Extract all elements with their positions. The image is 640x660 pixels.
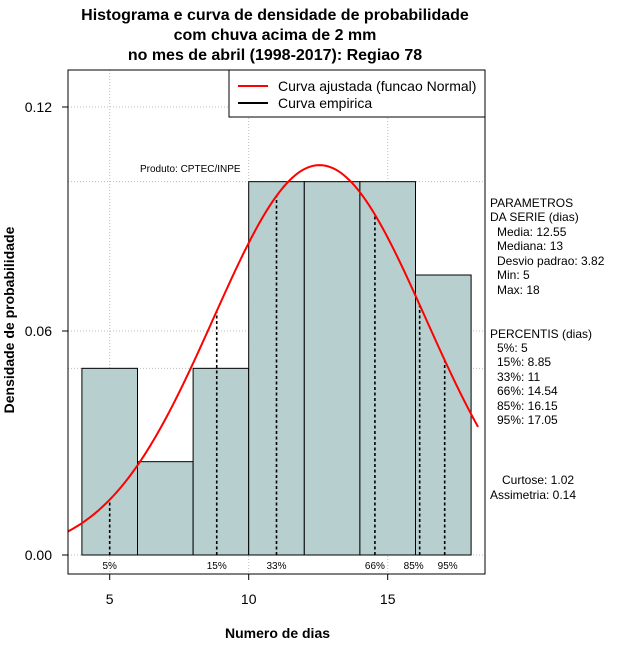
percentile-label-5: 85% [404, 561, 424, 572]
percentil-5: 5%: 5 [497, 341, 528, 355]
y-tick-label-1: 0.00 [25, 547, 52, 563]
chart-title-line-3: no mes de abril (1998-2017): Regiao 78 [127, 47, 423, 64]
stat-assimetria: Assimetria: 0.14 [490, 488, 577, 502]
x-tick-label-3: 15 [380, 591, 396, 607]
x-tick-label-2: 10 [241, 591, 257, 607]
param-desvio: Desvio padrao: 3.82 [497, 254, 605, 268]
percentis-heading: PERCENTIS (dias) [490, 327, 593, 341]
percentil-85: 85%: 16.15 [497, 399, 558, 413]
y-tick-label-3: 0.12 [25, 99, 52, 115]
percentile-label-1: 5% [102, 561, 117, 572]
param-media: Media: 12.55 [497, 225, 567, 239]
parametros-heading-2: DA SERIE (dias) [490, 210, 579, 224]
percentile-label-4: 66% [365, 561, 385, 572]
x-tick-label-1: 5 [106, 591, 114, 607]
param-max: Max: 18 [497, 283, 540, 297]
param-mediana: Mediana: 13 [497, 239, 564, 253]
parametros-heading-1: PARAMETROS [490, 196, 574, 210]
stat-curtose: Curtose: 1.02 [502, 473, 575, 487]
chart-title-line-1: Histograma e curva de densidade de proba… [81, 7, 469, 24]
normal-fit-curve [67, 164, 479, 533]
histogram-bar-3 [192, 367, 250, 556]
histogram-bar-6 [359, 181, 416, 556]
percentile-label-2: 15% [207, 561, 227, 572]
percentil-15: 15%: 8.85 [497, 355, 552, 369]
param-min: Min: 5 [497, 268, 530, 282]
credit-text: Produto: CPTEC/INPE [140, 164, 241, 175]
percentile-label-3: 33% [266, 561, 286, 572]
histogram-bar-7 [415, 274, 472, 556]
histogram-bar-5 [303, 181, 361, 556]
x-axis-label: Numero de dias [224, 625, 331, 641]
percentil-95: 95%: 17.05 [497, 413, 558, 427]
legend-box [228, 69, 486, 118]
y-tick-label-2: 0.06 [25, 323, 52, 339]
legend-label-1: Curva ajustada (funcao Normal) [278, 78, 476, 94]
percentil-66: 66%: 14.54 [497, 384, 558, 398]
percentil-33: 33%: 11 [497, 370, 541, 384]
histogram-bar-2 [137, 461, 194, 556]
percentile-label-6: 95% [438, 561, 458, 572]
chart-title-line-2: com chuva acima de 2 mm [173, 27, 377, 44]
legend-label-2: Curva empirica [278, 95, 372, 111]
